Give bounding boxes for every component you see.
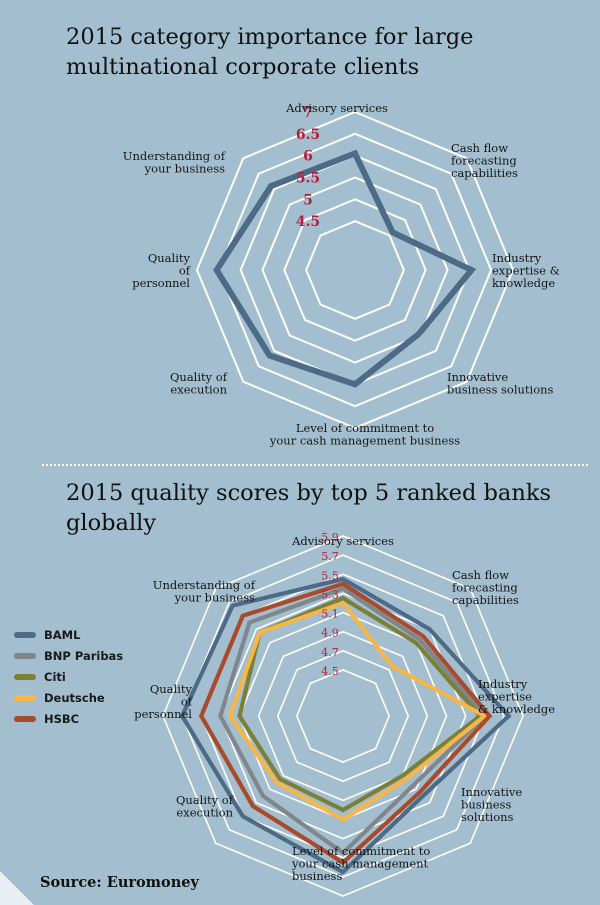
grid-ring-5 xyxy=(283,198,427,342)
source-note: Source: Euromoney xyxy=(40,874,199,891)
legend-item-citi: Citi xyxy=(14,666,123,687)
legend-label-baml: BAML xyxy=(44,627,81,642)
tick-label-5-1: 5.1 xyxy=(321,608,339,621)
grid-ring-6 xyxy=(239,154,471,386)
category-label-innovative-business-solutions: Innovative business solutions xyxy=(447,370,554,397)
legend-item-hsbc: HSBC xyxy=(14,708,123,729)
tick-label-5-5: 5.5 xyxy=(321,569,339,582)
tick-label-4-7: 4.7 xyxy=(321,646,339,659)
category-label-innovative-business-solutions: Innovative business solutions xyxy=(461,785,522,824)
category-label-level-of-commitment-to-your-cash-management-business: Level of commitment to your cash manageme… xyxy=(269,421,460,448)
section-divider xyxy=(42,464,588,466)
category-label-quality-of-personnel: Quality of personnel xyxy=(132,251,191,290)
legend-swatch-hsbc xyxy=(14,715,36,722)
legend-label-citi: Citi xyxy=(44,669,66,684)
tick-label-6-5: 6.5 xyxy=(296,127,320,143)
category-label-understanding-of-your-business: Understanding of your business xyxy=(123,149,226,176)
category-label-industry-expertise-and-knowledge: Industry expertise & knowledge xyxy=(492,251,560,290)
grid-ring-6-5 xyxy=(217,132,493,408)
grid-ring-5-9 xyxy=(162,535,524,897)
legend-label-deutsche: Deutsche xyxy=(44,690,105,705)
category-label-advisory-services: Advisory services xyxy=(285,101,388,115)
series-line-deutsche xyxy=(227,600,489,822)
tick-label-7: 7 xyxy=(303,105,313,121)
category-label-advisory-services: Advisory services xyxy=(291,534,394,548)
series-line-baml xyxy=(179,576,512,875)
category-label-industry-expertise-and-knowledge: Industry expertise & knowledge xyxy=(478,677,555,716)
legend-label-bnp-paribas: BNP Paribas xyxy=(44,648,124,663)
category-label-cash-flow-forecasting-capabilities: Cash flow forecasting capabilities xyxy=(452,568,519,607)
series-line-series-0 xyxy=(213,149,477,388)
legend: BAML BNP Paribas Citi Deutsche HSBC xyxy=(14,624,123,729)
tick-label-4-5: 4.5 xyxy=(321,665,339,678)
category-label-understanding-of-your-business: Understanding of your business xyxy=(153,578,256,605)
tick-label-5: 5 xyxy=(303,192,313,208)
grid-ring-7 xyxy=(195,110,515,430)
grid-ring-4-7 xyxy=(276,649,410,783)
tick-label-5-5: 5.5 xyxy=(296,171,320,187)
legend-item-bnp-paribas: BNP Paribas xyxy=(14,645,123,666)
chart-2-title: 2015 quality scores by top 5 ranked bank… xyxy=(66,480,552,536)
category-label-quality-of-execution: Quality of execution xyxy=(176,793,234,820)
tick-label-4-9: 4.9 xyxy=(321,627,339,640)
category-label-quality-of-personnel: Quality of personnel xyxy=(134,682,193,721)
tick-label-5-3: 5.3 xyxy=(321,588,339,601)
tick-label-5-7: 5.7 xyxy=(321,550,339,563)
category-label-cash-flow-forecasting-capabilities: Cash flow forecasting capabilities xyxy=(451,141,518,180)
grid-ring-4-5 xyxy=(296,669,390,763)
legend-item-baml: BAML xyxy=(14,624,123,645)
corner-fold xyxy=(0,871,34,905)
series-line-citi xyxy=(237,595,484,813)
grid-ring-5-7 xyxy=(181,554,505,878)
chart-1-title: 2015 category importance for large multi… xyxy=(66,24,474,80)
tick-label-4-5: 4.5 xyxy=(296,214,320,230)
tick-label-6: 6 xyxy=(303,149,313,165)
category-label-level-of-commitment-to-your-cash-management-business: Level of commitment to your cash manageme… xyxy=(291,844,430,883)
legend-swatch-deutsche xyxy=(14,694,36,701)
grid-ring-4-5 xyxy=(305,220,405,320)
tick-label-5-9: 5.9 xyxy=(321,531,339,544)
radar-grid xyxy=(195,110,515,430)
legend-swatch-citi xyxy=(14,673,36,680)
legend-swatch-baml xyxy=(14,631,36,638)
grid-ring-5-5 xyxy=(261,176,449,364)
category-label-quality-of-execution: Quality of execution xyxy=(170,370,228,397)
series-line-hsbc xyxy=(198,581,493,866)
series-line-bnp-paribas xyxy=(218,586,488,856)
legend-swatch-bnp-paribas xyxy=(14,652,36,659)
legend-label-hsbc: HSBC xyxy=(44,711,80,726)
legend-item-deutsche: Deutsche xyxy=(14,687,123,708)
